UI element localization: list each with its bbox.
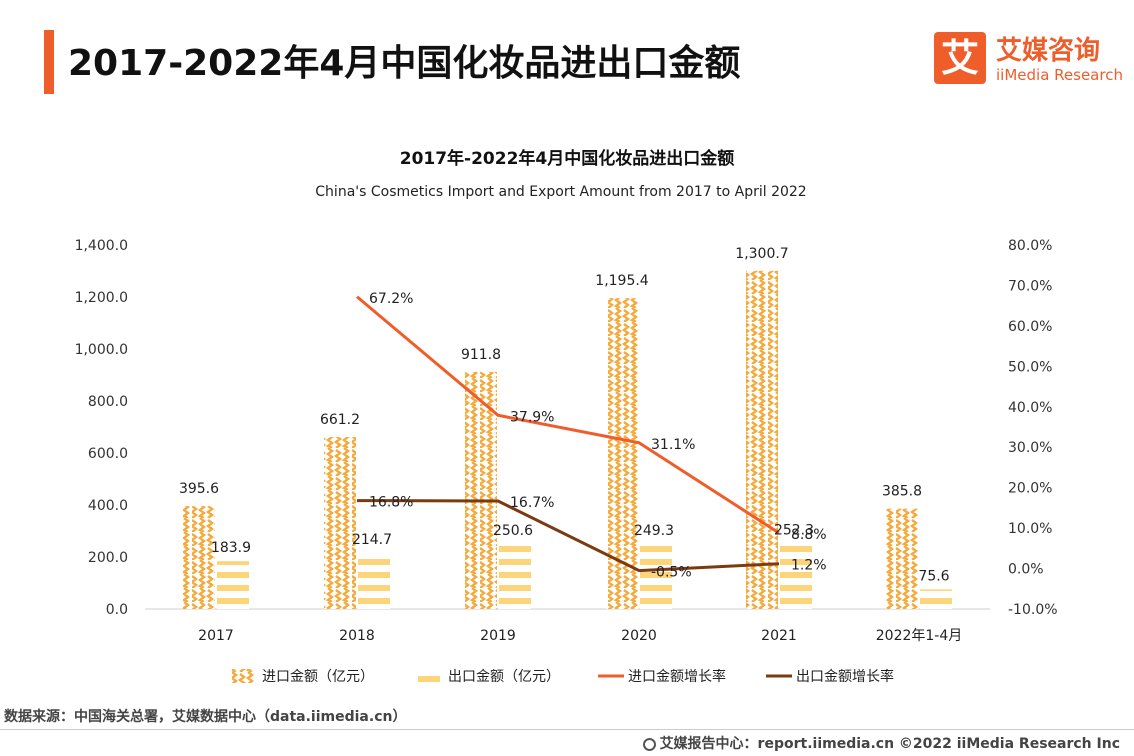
legend-label: 出口金额（亿元） [448,669,560,685]
import-bar [324,437,356,609]
y-right-tick-label: 60.0% [1008,319,1052,335]
legend-label: 出口金额增长率 [796,668,894,685]
y-right-tick-label: 70.0% [1008,278,1052,294]
import-value-label: 1,195.4 [595,273,649,289]
y-right-tick-label: 40.0% [1008,400,1052,416]
import-bar [183,506,215,609]
import-value-label: 1,300.7 [735,246,788,262]
import-value-label: 911.8 [461,347,501,363]
export-bar [499,543,531,609]
x-tick-label: 2018 [339,628,375,644]
y-right-tick-label: -10.0% [1008,602,1058,618]
export-bar [358,553,390,609]
logo-mark: 艾 [934,32,986,84]
export-growth-line [356,499,780,573]
export-growth-label: 16.7% [510,495,554,511]
data-source-note: 数据来源：中国海关总署，艾媒数据中心（data.iimedia.cn） [4,709,407,725]
chart-subtitle: China's Cosmetics Import and Export Amou… [315,184,806,200]
export-growth-label: -0.5% [651,565,692,581]
title-accent-bar [44,30,54,94]
footer-credit: 艾媒报告中心：report.iimedia.cn ©2022 iiMedia R… [642,733,1120,753]
export-value-label: 214.7 [352,532,392,548]
import-bar [465,371,497,609]
export-bar [217,561,249,609]
legend-label: 进口金额增长率 [628,668,726,685]
import-growth-label: 31.1% [651,437,695,453]
x-tick-label: 2019 [480,628,516,644]
export-value-label: 250.6 [493,523,533,539]
export-bar [780,543,812,609]
import-growth-label: 67.2% [369,291,413,307]
logo-name-en: iiMedia Research [996,66,1123,84]
y-left-tick-label: 400.0 [88,498,128,514]
export-bar [920,589,952,609]
y-left-tick-label: 600.0 [88,446,128,462]
x-tick-label: 2017 [198,628,234,644]
import-bar [886,508,918,609]
y-left-tick-label: 1,200.0 [75,290,128,306]
import-growth-label: 8.8% [791,527,827,543]
export-value-label: 252.3 [774,522,814,538]
import-growth-label: 37.9% [510,409,554,425]
y-left-tick-label: 800.0 [88,394,128,410]
export-bar [640,544,672,609]
globe-icon [642,738,656,751]
export-growth-label: 16.8% [369,495,413,511]
brand-logo: 艾 艾媒咨询 iiMedia Research [934,32,1123,88]
export-growth-label: 1.2% [791,558,827,574]
footer-text: 艾媒报告中心：report.iimedia.cn ©2022 iiMedia R… [659,736,1120,752]
logo-name-cn: 艾媒咨询 [996,36,1101,66]
x-tick-label: 2022年1-4月 [876,628,963,644]
y-right-tick-label: 10.0% [1008,521,1052,537]
y-right-tick-label: 50.0% [1008,359,1052,375]
export-value-label: 249.3 [634,523,674,539]
chart-title: 2017年-2022年4月中国化妆品进出口金额 [400,148,735,169]
y-left-tick-label: 0.0 [106,602,128,618]
footer-divider [0,729,1134,730]
y-right-tick-label: 0.0% [1008,562,1044,578]
import-export-chart: 2017年-2022年4月中国化妆品进出口金额 China's Cosmetic… [75,148,1058,685]
import-value-label: 661.2 [320,412,360,428]
legend-swatch-import [232,669,254,683]
y-left-tick-label: 1,000.0 [75,342,128,358]
legend-swatch-export [418,669,440,683]
export-value-label: 183.9 [211,540,251,556]
y-right-tick-label: 20.0% [1008,481,1052,497]
import-growth-line [356,295,780,535]
import-value-label: 395.6 [179,481,219,497]
y-right-tick-label: 80.0% [1008,238,1052,254]
y-right-tick-label: 30.0% [1008,440,1052,456]
legend-label: 进口金额（亿元） [262,669,374,685]
x-tick-label: 2020 [621,628,657,644]
page-title: 2017-2022年4月中国化妆品进出口金额 [68,43,741,84]
y-left-tick-label: 1,400.0 [75,238,128,254]
import-value-label: 385.8 [882,484,922,500]
y-left-tick-label: 200.0 [88,550,128,566]
x-tick-label: 2021 [761,628,797,644]
import-bar [746,270,778,609]
export-value-label: 75.6 [918,568,949,584]
